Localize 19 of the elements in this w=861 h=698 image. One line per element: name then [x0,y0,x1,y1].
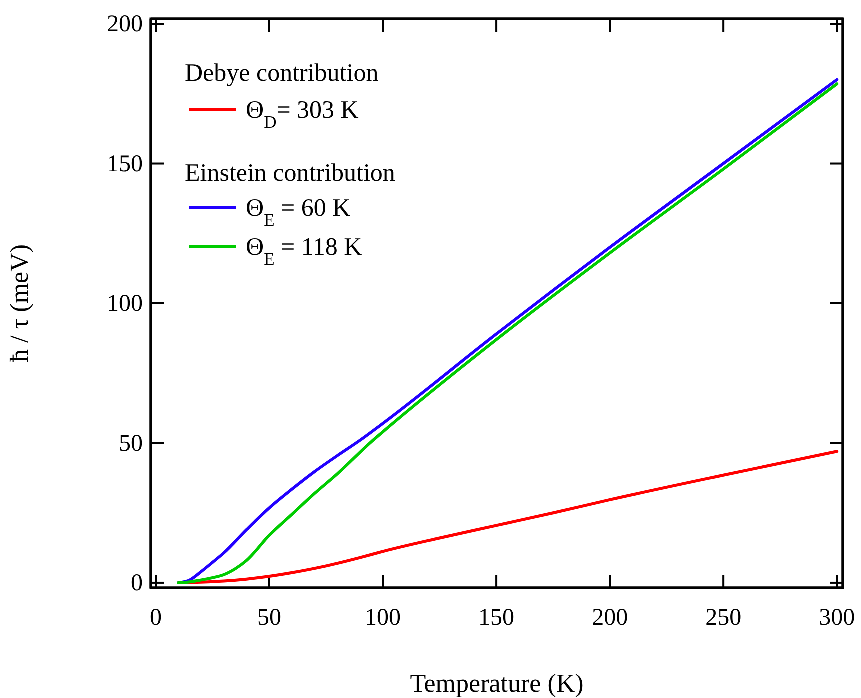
y-tick-label: 50 [119,430,143,457]
annotation: Debye contribution [185,60,380,87]
x-tick-label: 100 [365,605,402,632]
x-tick-label: 300 [819,605,856,632]
y-tick-label: 100 [107,291,143,318]
annotation: Einstein contribution [185,160,396,187]
x-tick-label: 50 [258,605,282,632]
x-tick-label: 0 [150,605,162,632]
x-tick-label: 200 [592,605,628,632]
y-tick-label: 150 [107,151,143,178]
x-axis-title: Temperature (K) [410,669,584,698]
x-tick-label: 250 [706,605,742,632]
legend-label: Θ$_{E}$ = 118 K [246,234,362,269]
legend-label: Θ$_{D}$= 303 K [246,97,359,132]
legend-label: Θ$_{E}$ = 60 K [246,195,351,230]
y-tick-label: 200 [107,12,143,38]
y-axis-title: ħ / τ (meV) [5,244,34,363]
x-tick-label: 150 [478,605,515,632]
y-tick-label: 0 [131,570,143,597]
